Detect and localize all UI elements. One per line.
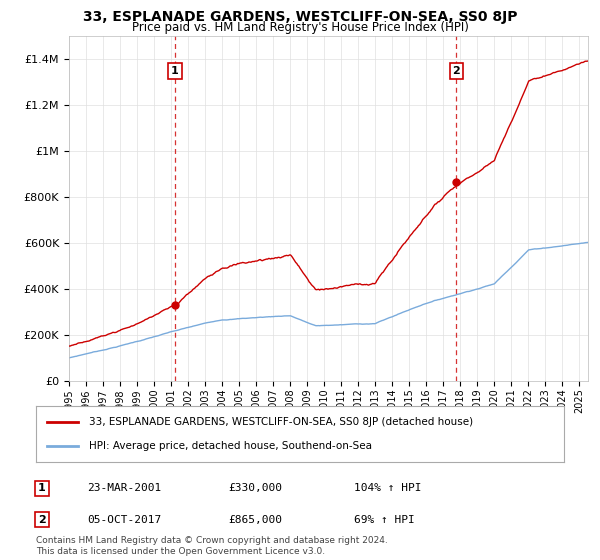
Text: 2: 2: [38, 515, 46, 525]
Text: 1: 1: [38, 483, 46, 493]
Text: £865,000: £865,000: [228, 515, 282, 525]
Text: 69% ↑ HPI: 69% ↑ HPI: [354, 515, 415, 525]
Text: 33, ESPLANADE GARDENS, WESTCLIFF-ON-SEA, SS0 8JP (detached house): 33, ESPLANADE GARDENS, WESTCLIFF-ON-SEA,…: [89, 417, 473, 427]
Text: 23-MAR-2001: 23-MAR-2001: [87, 483, 161, 493]
Text: 104% ↑ HPI: 104% ↑ HPI: [354, 483, 421, 493]
Text: 1: 1: [171, 66, 179, 76]
Text: HPI: Average price, detached house, Southend-on-Sea: HPI: Average price, detached house, Sout…: [89, 441, 372, 451]
Text: Price paid vs. HM Land Registry's House Price Index (HPI): Price paid vs. HM Land Registry's House …: [131, 21, 469, 34]
Text: £330,000: £330,000: [228, 483, 282, 493]
Text: 33, ESPLANADE GARDENS, WESTCLIFF-ON-SEA, SS0 8JP: 33, ESPLANADE GARDENS, WESTCLIFF-ON-SEA,…: [83, 10, 517, 24]
Text: 2: 2: [452, 66, 460, 76]
Text: Contains HM Land Registry data © Crown copyright and database right 2024.
This d: Contains HM Land Registry data © Crown c…: [36, 536, 388, 556]
Text: 05-OCT-2017: 05-OCT-2017: [87, 515, 161, 525]
